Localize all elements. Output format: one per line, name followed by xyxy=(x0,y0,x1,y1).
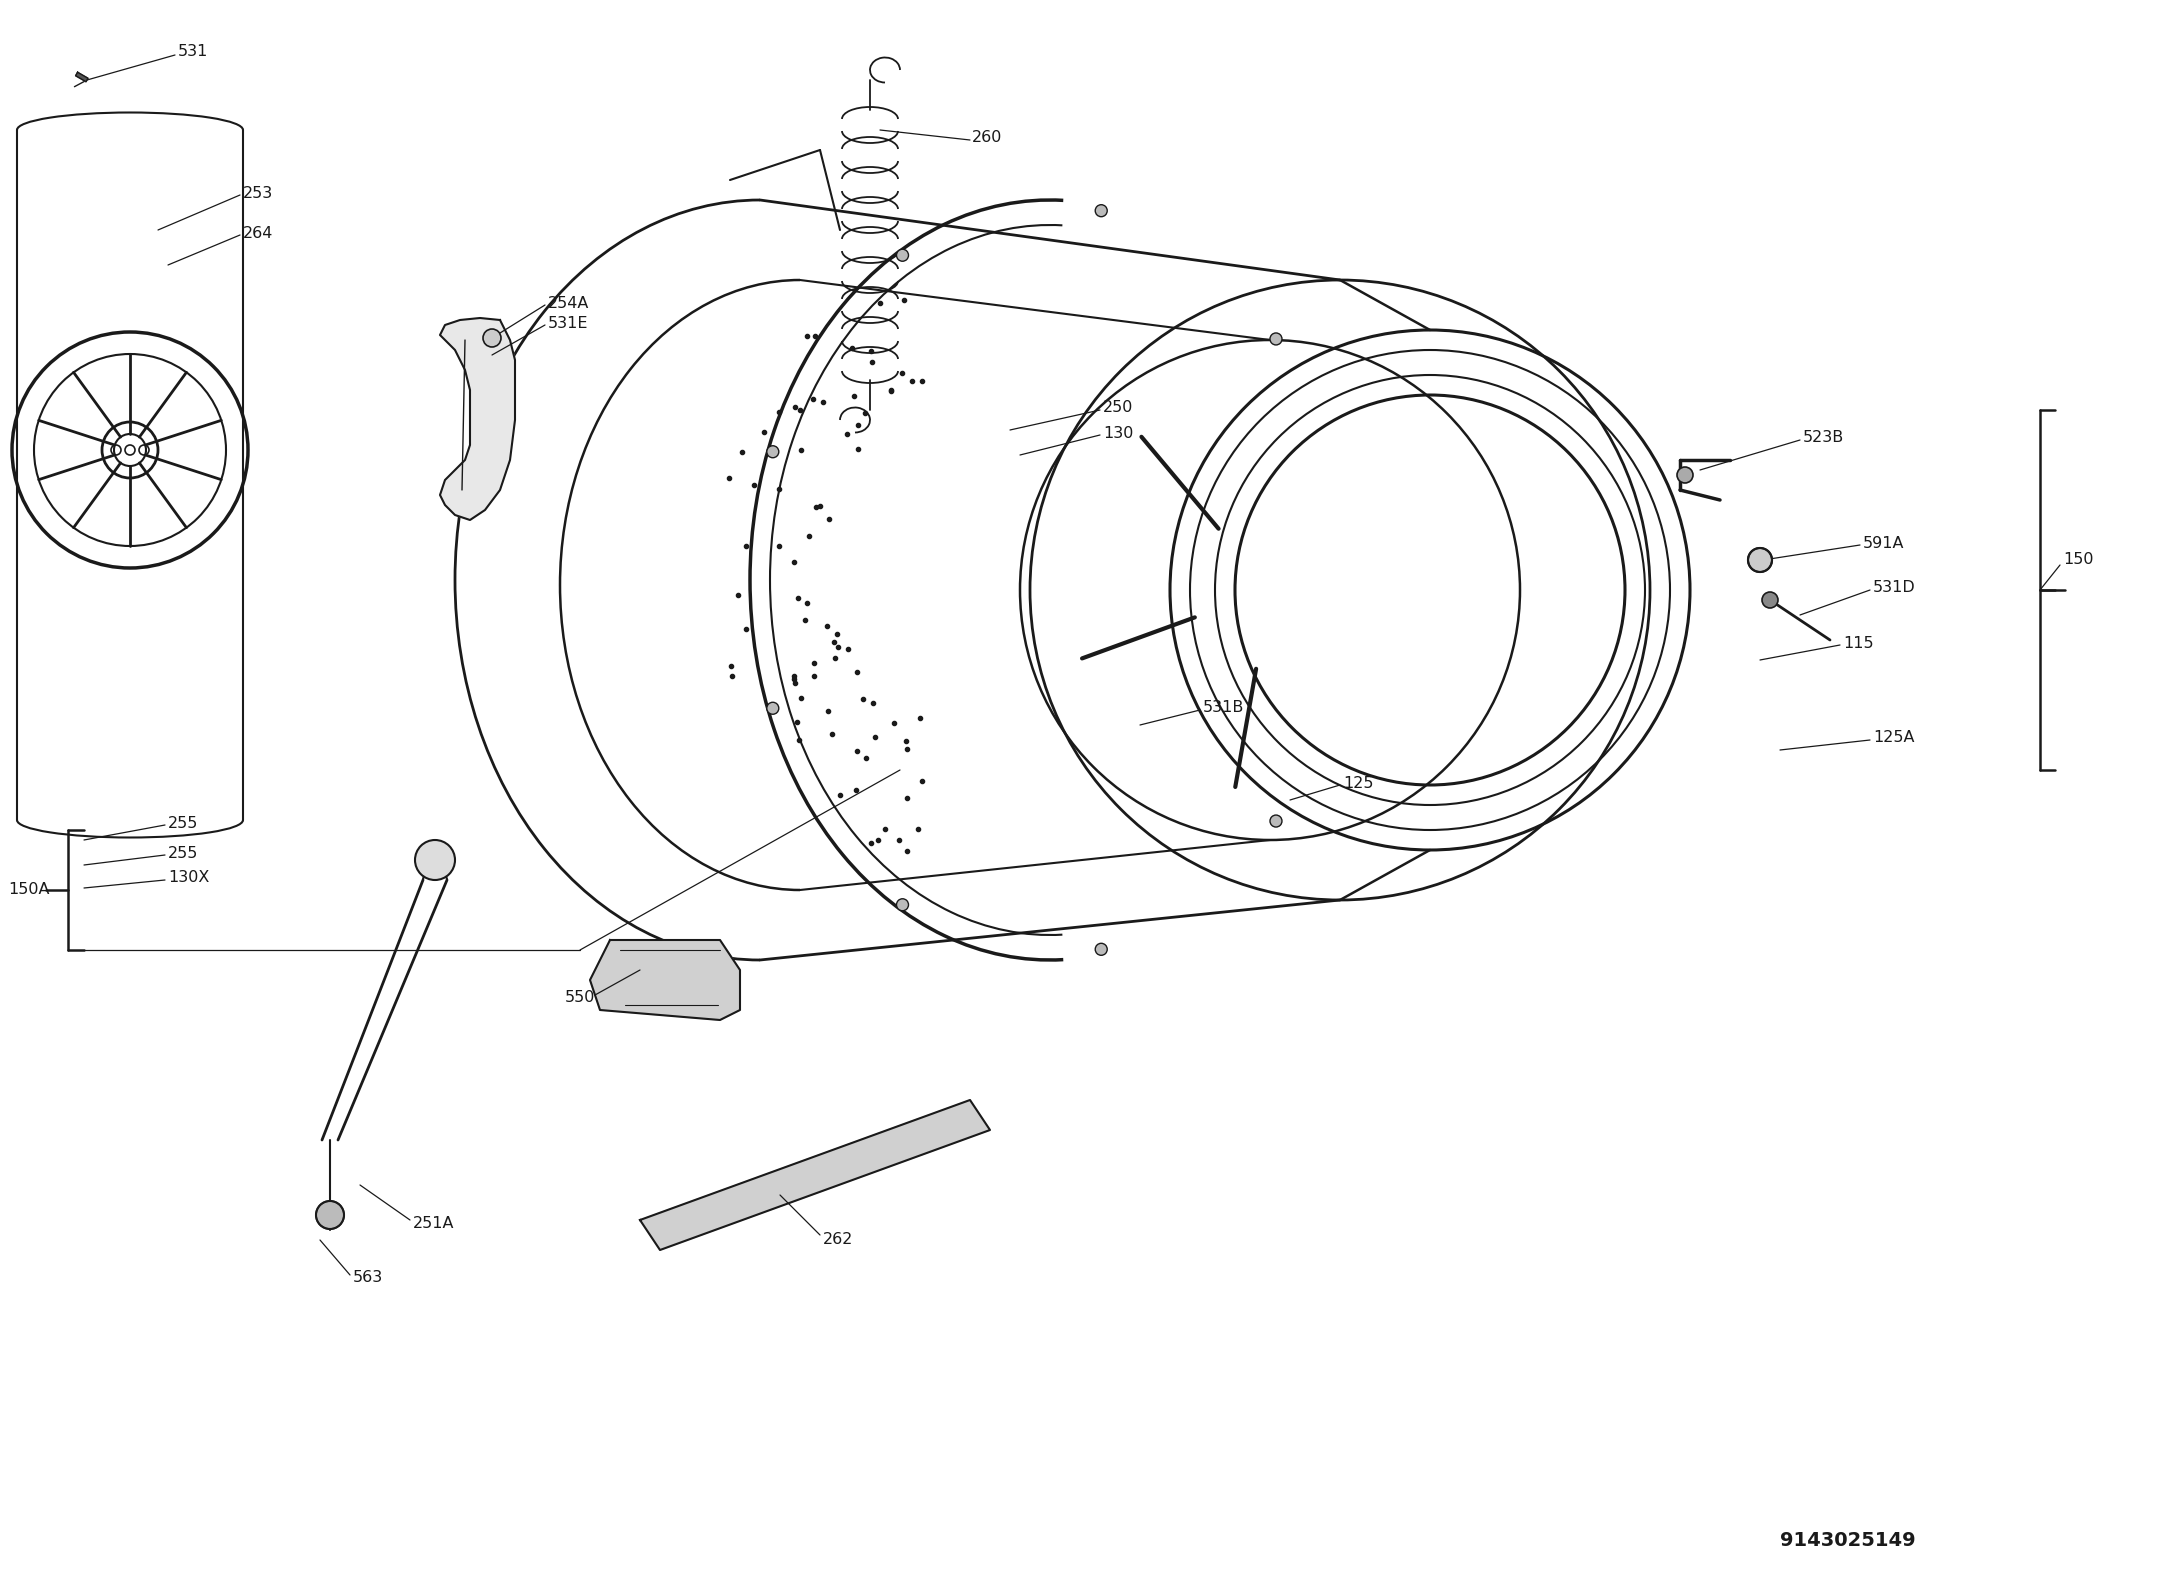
Circle shape xyxy=(1677,466,1694,482)
Text: 264: 264 xyxy=(244,226,274,240)
Polygon shape xyxy=(76,72,88,81)
Circle shape xyxy=(766,702,779,715)
Polygon shape xyxy=(589,939,740,1020)
Text: 531E: 531E xyxy=(548,315,589,331)
Circle shape xyxy=(1748,548,1772,572)
Circle shape xyxy=(896,250,909,261)
Text: 260: 260 xyxy=(971,131,1001,145)
Circle shape xyxy=(1096,944,1107,955)
Text: 125: 125 xyxy=(1342,775,1372,791)
Circle shape xyxy=(1761,592,1778,608)
Circle shape xyxy=(1271,333,1282,345)
Text: 250: 250 xyxy=(1103,401,1133,416)
Text: 115: 115 xyxy=(1843,635,1873,651)
Text: 150A: 150A xyxy=(9,882,50,898)
Circle shape xyxy=(766,446,779,458)
Polygon shape xyxy=(440,318,516,521)
Circle shape xyxy=(1096,205,1107,217)
Text: 591A: 591A xyxy=(1862,535,1906,551)
Text: 130X: 130X xyxy=(168,871,209,885)
Text: 150: 150 xyxy=(2063,552,2093,567)
Text: 130: 130 xyxy=(1103,425,1133,441)
Circle shape xyxy=(315,1200,343,1229)
Circle shape xyxy=(483,330,501,347)
Text: 531: 531 xyxy=(177,45,209,59)
Text: 262: 262 xyxy=(822,1232,852,1248)
Text: 563: 563 xyxy=(354,1270,384,1285)
Text: 531B: 531B xyxy=(1202,700,1245,715)
Text: 253: 253 xyxy=(244,186,274,201)
Text: 523B: 523B xyxy=(1802,430,1845,446)
Text: 531D: 531D xyxy=(1873,581,1916,595)
Text: 255: 255 xyxy=(168,815,199,831)
Polygon shape xyxy=(641,1100,991,1250)
Text: 125A: 125A xyxy=(1873,731,1914,745)
Text: 251A: 251A xyxy=(412,1216,455,1231)
Circle shape xyxy=(1271,815,1282,828)
Circle shape xyxy=(414,841,455,880)
Text: 9143025149: 9143025149 xyxy=(1780,1530,1916,1549)
Text: 255: 255 xyxy=(168,845,199,861)
Text: 254A: 254A xyxy=(548,296,589,310)
Text: 550: 550 xyxy=(565,990,596,1005)
Circle shape xyxy=(896,899,909,911)
